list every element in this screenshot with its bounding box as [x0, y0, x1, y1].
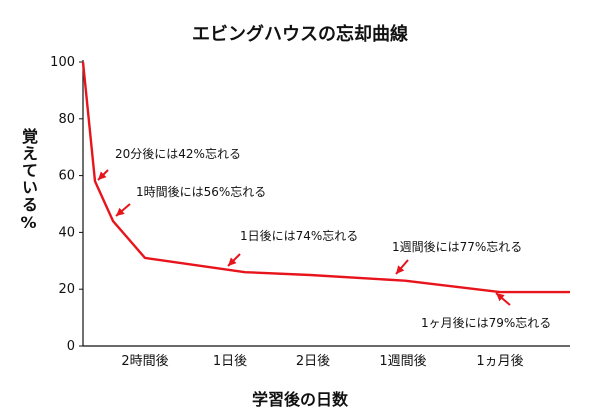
- x-tick-label: 1ヵ月後: [476, 354, 523, 369]
- annotation-label: 1時間後には56%忘れる: [136, 184, 266, 199]
- y-tick-label: 80: [58, 112, 75, 127]
- data-point: [144, 257, 146, 259]
- chart-title: エビングハウスの忘却曲線: [192, 24, 408, 45]
- x-axis-label: 学習後の日数: [251, 390, 348, 409]
- annotation-arrowhead: [496, 293, 505, 302]
- y-tick-label: 40: [58, 225, 75, 240]
- x-tick-label: 1日後: [213, 354, 247, 369]
- data-point: [82, 61, 84, 63]
- data-point: [112, 220, 114, 222]
- y-tick-label: 100: [50, 55, 75, 70]
- annotation-arrowhead: [396, 265, 405, 274]
- annotation-arrowhead: [98, 171, 107, 180]
- series-line: [81, 61, 570, 294]
- annotation-arrowhead: [116, 207, 125, 216]
- y-tick-label: 20: [58, 282, 75, 297]
- y-tick-label: 0: [67, 339, 75, 354]
- annotation-label: 1ヶ月後には79%忘れる: [421, 315, 551, 330]
- annotation-label: 1日後には74%忘れる: [240, 228, 358, 243]
- y-tick-label: 60: [58, 169, 75, 184]
- annotation-arrowhead: [228, 257, 237, 266]
- x-tick-label: 2日後: [296, 354, 330, 369]
- y-axis-label: 覚えている%: [19, 128, 38, 233]
- data-point: [244, 271, 246, 273]
- data-point: [499, 291, 501, 293]
- annotation-label: 20分後には42%忘れる: [115, 146, 241, 161]
- x-tick-label: 2時間後: [121, 354, 168, 369]
- data-point: [404, 280, 406, 282]
- x-tick-label: 1週間後: [379, 354, 426, 369]
- annotation-label: 1週間後には77%忘れる: [392, 239, 522, 254]
- data-point: [309, 274, 311, 276]
- data-point: [94, 180, 96, 182]
